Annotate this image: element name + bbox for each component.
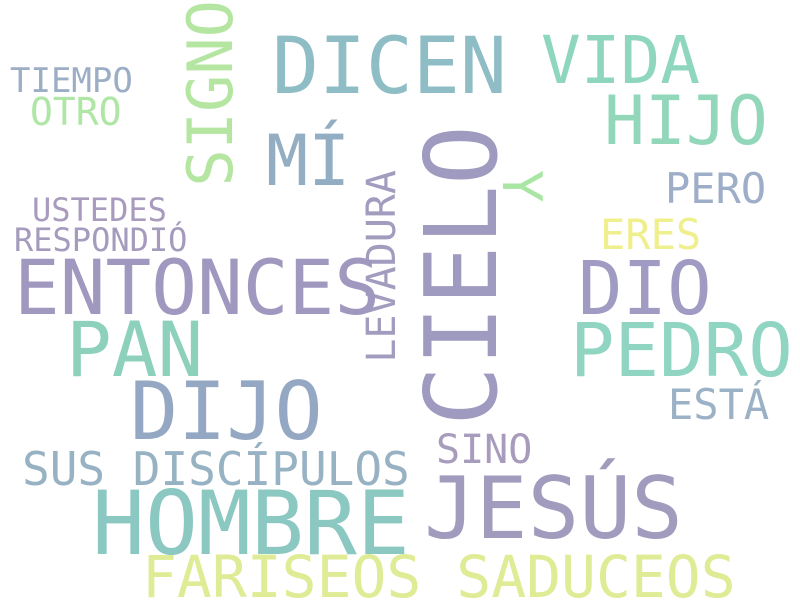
word-pero: PERO	[665, 164, 767, 213]
word-mi: MÍ	[266, 120, 351, 202]
word-respondio: RESPONDIÓ	[14, 221, 188, 259]
word-hombre: HOMBRE	[92, 472, 410, 575]
word-tiempo: TIEMPO	[10, 61, 133, 101]
word-vida: VIDA	[541, 22, 700, 99]
word-eres: ERES	[600, 210, 702, 259]
word-pedro: PEDRO	[570, 308, 793, 394]
word-otro: OTRO	[30, 90, 122, 134]
word-hijo: HIJO	[604, 82, 768, 161]
word-y: Y	[490, 170, 553, 203]
word-sino: SINO	[436, 427, 533, 473]
word-ustedes: USTEDES	[32, 191, 167, 229]
word-entonces: ENTONCES	[14, 243, 381, 332]
word-esta: ESTÁ	[668, 380, 770, 429]
word-pan: PAN	[66, 305, 204, 394]
word-dijo: DIJO	[130, 365, 323, 458]
word-dicen: DICEN	[272, 22, 507, 112]
word-sus-discipulos: SUS DISCÍPULOS	[22, 442, 410, 496]
word-signo: SIGNO	[174, 0, 247, 187]
word-dio: DIO	[578, 246, 712, 332]
word-fariseos-saduceos: FARISEOS SADUCEOS	[142, 543, 736, 600]
word-jesus: JESÚS	[424, 459, 683, 559]
